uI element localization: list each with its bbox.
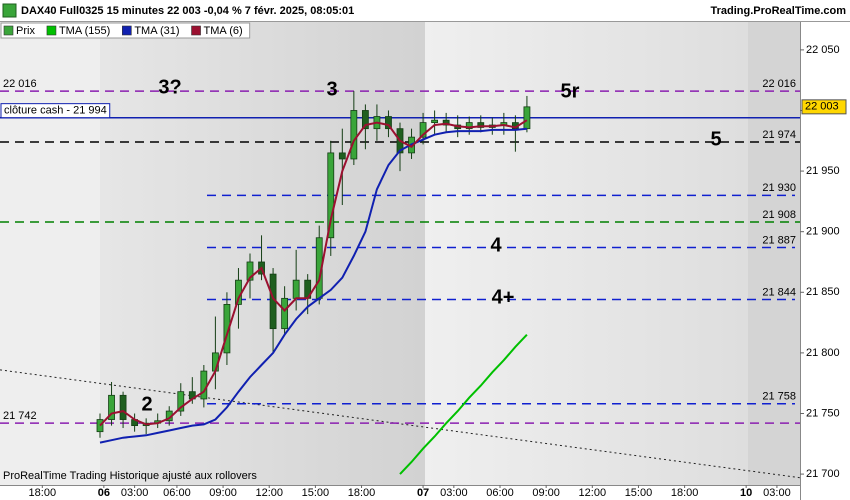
y-tick-label: 21 900 <box>806 226 840 238</box>
candle-body <box>246 261 254 281</box>
candle-body <box>327 152 335 239</box>
x-tick-label: 07 <box>417 487 429 499</box>
candle-body <box>96 419 104 433</box>
level-label: 21 887 <box>762 234 796 246</box>
candle-body <box>108 394 115 420</box>
legend-swatch <box>46 25 57 36</box>
level-label: 21 844 <box>762 286 796 298</box>
last-price-label: 22 003 <box>805 101 839 113</box>
candle-body <box>119 394 127 420</box>
wave-label: 2 <box>141 393 152 415</box>
x-tick-label: 18:00 <box>348 487 376 499</box>
candle-body <box>281 297 289 330</box>
y-tick-label: 21 750 <box>806 407 840 419</box>
x-tick-label: 06:00 <box>486 487 514 499</box>
ma-line <box>99 127 528 444</box>
y-tick-label: 21 800 <box>806 347 840 359</box>
wave-label: 3 <box>326 78 337 100</box>
legend-swatch <box>3 25 14 36</box>
y-tick-label: 21 700 <box>806 468 840 480</box>
x-tick-label: 12:00 <box>255 487 283 499</box>
ma-line <box>99 119 528 427</box>
x-tick-label: 18:00 <box>671 487 699 499</box>
candle-body <box>292 279 300 299</box>
x-tick-label: 03:00 <box>763 487 791 499</box>
level-label: 21 742 <box>3 410 37 422</box>
x-tick-label: 09:00 <box>209 487 237 499</box>
legend: Prix TMA (155) TMA (31) TMA (6) <box>0 22 251 39</box>
candle-body <box>431 119 439 123</box>
x-tick-label: 15:00 <box>625 487 653 499</box>
candle-body <box>350 110 358 160</box>
x-tick-label: 09:00 <box>532 487 560 499</box>
x-tick-label: 15:00 <box>302 487 330 499</box>
level-label: 21 974 <box>762 129 796 141</box>
symbol-icon <box>2 3 17 18</box>
x-tick-label: 18:00 <box>29 487 57 499</box>
last-price-box <box>801 99 847 115</box>
candle-body <box>200 370 208 400</box>
level-label: clôture cash - 21 994 <box>4 105 107 117</box>
x-tick-label: 03:00 <box>440 487 468 499</box>
candle-body <box>465 122 473 130</box>
candle-body <box>442 119 450 126</box>
level-label: 21 930 <box>762 182 796 194</box>
legend-swatch <box>191 25 201 36</box>
y-tick-label: 22 050 <box>806 44 840 56</box>
level-label: 21 758 <box>762 391 796 403</box>
x-tick-label: 10 <box>740 487 752 499</box>
y-tick-label: 21 850 <box>806 286 840 298</box>
level-label: 21 908 <box>762 209 796 221</box>
session-bg <box>0 22 100 485</box>
header-bg <box>0 0 850 22</box>
ma-line <box>399 334 528 475</box>
chart-title: DAX40 Full0325 15 minutes 22 003 -0,04 %… <box>21 5 354 17</box>
plot-layer: 22 016 22 016 clôture cash - 21 994 21 974 2… <box>0 76 801 479</box>
wave-label: 4 <box>490 234 502 256</box>
wave-label: 3? <box>158 76 181 98</box>
session-bg <box>425 22 748 485</box>
source: Trading.ProRealTime.com <box>710 5 846 17</box>
candle-body <box>223 304 231 354</box>
legend-swatch <box>122 25 132 36</box>
session-bg <box>100 22 425 485</box>
level-label: 22 016 <box>762 78 796 90</box>
x-tick-label: 06 <box>98 487 110 499</box>
y-tick-label: 21 950 <box>806 165 840 177</box>
candle-body <box>477 122 485 128</box>
x-tick-label: 06:00 <box>163 487 191 499</box>
candle-body <box>177 391 185 412</box>
legend-label: Prix <box>16 25 35 37</box>
wave-label: 4+ <box>492 286 515 308</box>
level-label-box <box>0 103 111 119</box>
legend-label: TMA (155) <box>59 25 110 37</box>
candle-body <box>523 106 531 130</box>
wave-label: 5 <box>710 128 721 150</box>
footer: ProRealTime Trading Historique ajusté au… <box>3 470 257 482</box>
legend-label: TMA (31) <box>134 25 179 37</box>
level-label: 22 016 <box>3 78 37 90</box>
candle-body <box>338 152 346 160</box>
legend-label: TMA (6) <box>204 25 243 37</box>
candle-body <box>385 116 392 130</box>
session-bg <box>748 22 800 485</box>
candle-body <box>419 122 427 138</box>
candle-body <box>361 110 369 130</box>
x-tick-label: 03:00 <box>121 487 149 499</box>
x-tick-label: 12:00 <box>579 487 607 499</box>
wave-label: 5r <box>561 80 580 102</box>
